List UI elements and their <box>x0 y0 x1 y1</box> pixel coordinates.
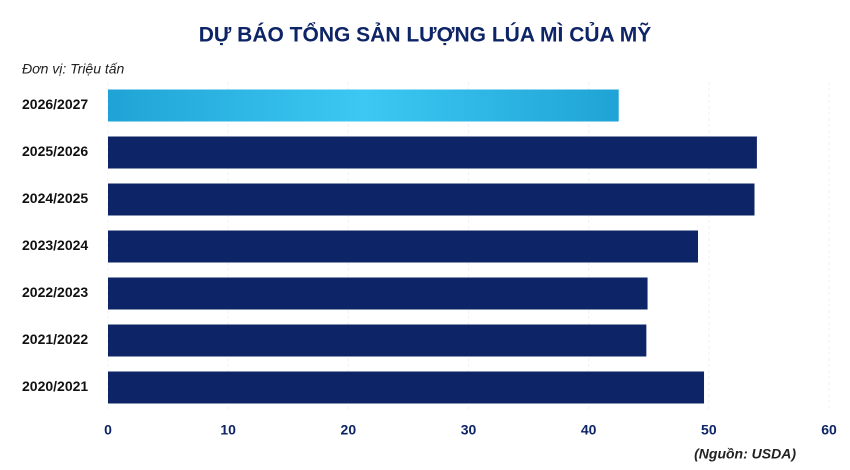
chart-subtitle: Đơn vị: Triệu tấn <box>22 61 125 77</box>
source-note: (Nguồn: USDA) <box>694 446 796 462</box>
bar <box>108 230 699 263</box>
bar <box>108 324 647 357</box>
bar <box>108 136 757 169</box>
y-tick-label: 2022/2023 <box>22 284 88 300</box>
x-tick-label: 0 <box>104 422 112 438</box>
bar <box>108 89 619 122</box>
x-tick-label: 20 <box>341 422 357 438</box>
y-tick-label: 2024/2025 <box>22 190 88 206</box>
x-tick-label: 10 <box>220 422 236 438</box>
y-tick-label: 2020/2021 <box>22 378 88 394</box>
x-tick-label: 50 <box>701 422 717 438</box>
x-tick-label: 40 <box>581 422 597 438</box>
y-tick-label: 2021/2022 <box>22 331 88 347</box>
bar <box>108 277 648 310</box>
x-tick-label: 60 <box>821 422 837 438</box>
bar <box>108 371 705 404</box>
chart-title: DỰ BÁO TỔNG SẢN LƯỢNG LÚA MÌ CỦA MỸ <box>199 23 652 47</box>
y-tick-label: 2026/2027 <box>22 96 88 112</box>
bar <box>108 183 755 216</box>
y-tick-label: 2025/2026 <box>22 143 88 159</box>
x-tick-label: 30 <box>461 422 477 438</box>
y-tick-label: 2023/2024 <box>22 237 88 253</box>
